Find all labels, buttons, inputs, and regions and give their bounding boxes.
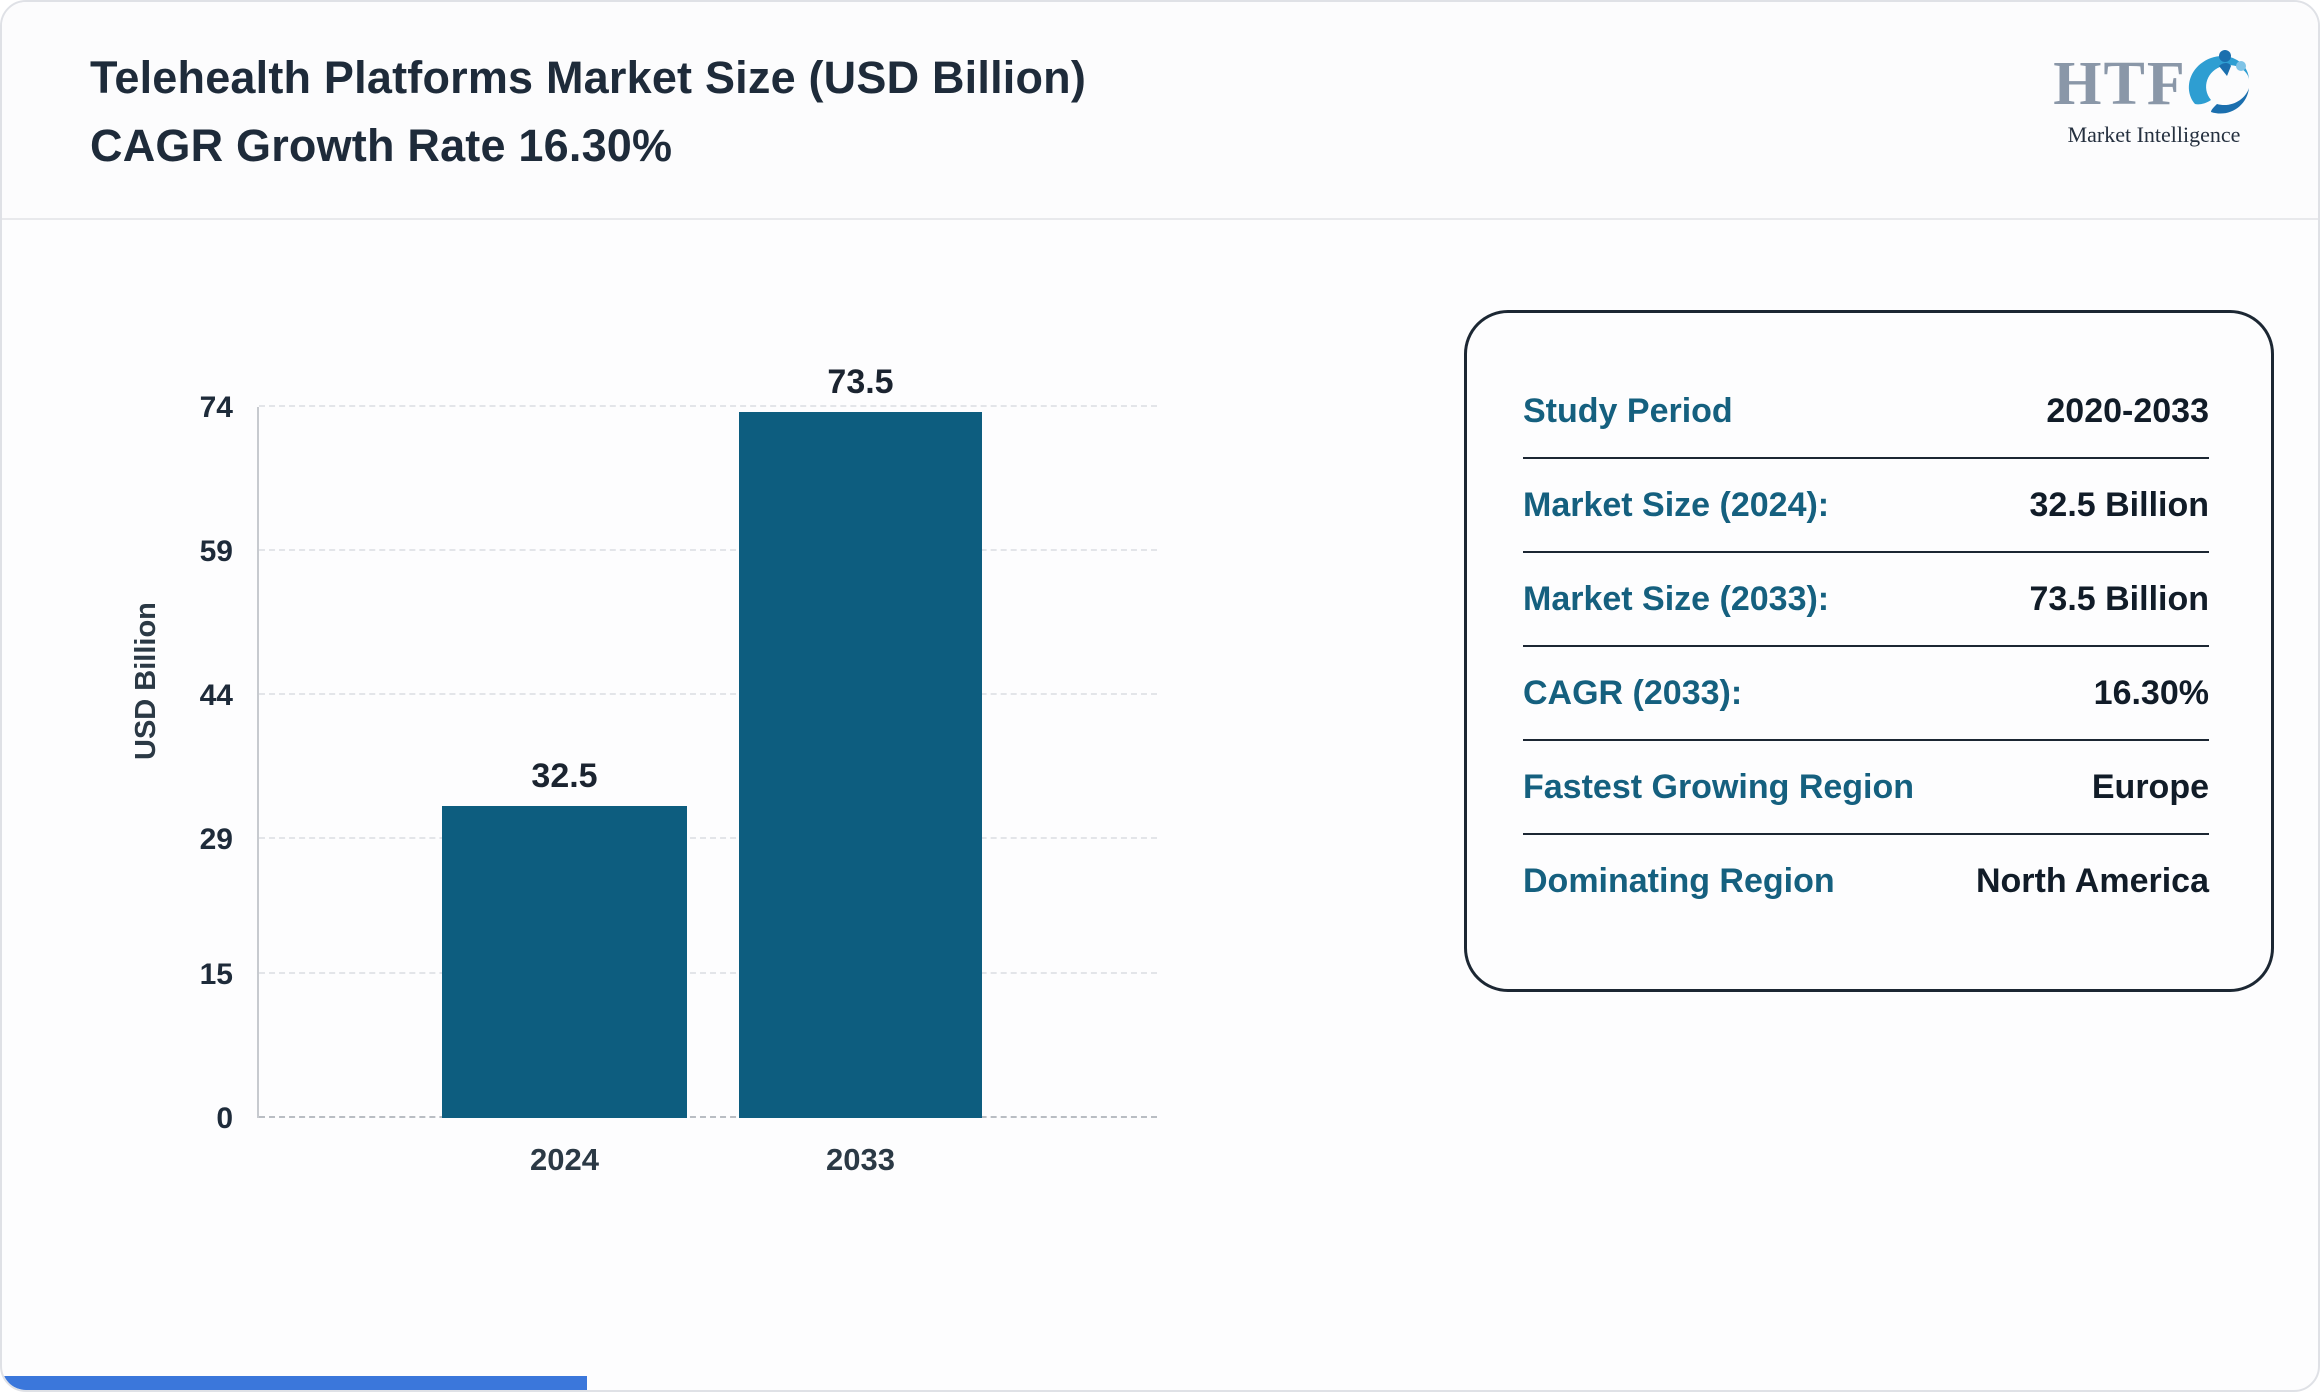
y-tick-label-0: 0 — [216, 1102, 233, 1135]
swoosh-people-icon — [2181, 42, 2255, 127]
brand-logo-text: HTF — [2053, 49, 2187, 118]
summary-row-label: Study Period — [1523, 392, 1733, 430]
y-tick-label-44: 44 — [199, 679, 233, 713]
summary-row-label: CAGR (2033): — [1523, 674, 1743, 712]
bar-value-label-2024: 32.5 — [531, 756, 598, 795]
page-title: Telehealth Platforms Market Size (USD Bi… — [90, 44, 1086, 180]
gridline-y-59 — [259, 549, 1157, 552]
bar-2033 — [739, 411, 982, 1118]
summary-row-4: Fastest Growing Region Europe — [1523, 741, 2209, 835]
y-tick-label-15: 15 — [199, 957, 233, 991]
summary-row-label: Fastest Growing Region — [1523, 768, 1915, 806]
plot-area: 0 15 29 44 59 74 32.5 2024 73.5 2033 — [200, 363, 1157, 1177]
summary-row-3: CAGR (2033): 16.30% — [1523, 647, 2209, 741]
brand-logo-subtext: Market Intelligence — [2067, 122, 2241, 147]
summary-row-label: Dominating Region — [1523, 862, 1835, 900]
gridline-y-15 — [259, 971, 1157, 974]
brand-logo-mark: HTF — [2044, 40, 2264, 128]
summary-row-label: Market Size (2033): — [1523, 580, 1830, 618]
bar-chart: USD Billion 0 15 29 44 59 74 32.5 2024 73.5 2033 — [2, 220, 1252, 1320]
summary-row-0: Study Period 2020-2033 — [1523, 365, 2209, 459]
summary-row-5: Dominating Region North America — [1523, 835, 2209, 927]
summary-row-value: 73.5 Billion — [2029, 580, 2210, 618]
summary-row-value: 16.30% — [2093, 674, 2209, 712]
summary-row-value: 32.5 Billion — [2029, 486, 2210, 524]
gridline-y-0 — [259, 1116, 1157, 1118]
x-tick-label-2033: 2033 — [826, 1142, 895, 1177]
gridline-y-74 — [259, 405, 1157, 407]
brand-logo: HTF Market Intelligence — [2044, 40, 2264, 148]
y-tick-label-59: 59 — [199, 535, 233, 569]
gridline-y-44 — [259, 693, 1157, 696]
footer-accent-bar — [2, 1376, 587, 1390]
page-title-line2: CAGR Growth Rate 16.30% — [90, 120, 673, 171]
x-tick-label-2024: 2024 — [530, 1142, 599, 1177]
y-tick-label-74: 74 — [199, 391, 233, 424]
summary-row-value: North America — [1975, 862, 2209, 900]
summary-row-2: Market Size (2033): 73.5 Billion — [1523, 553, 2209, 647]
y-tick-label-29: 29 — [199, 823, 233, 857]
header: Telehealth Platforms Market Size (USD Bi… — [2, 2, 2318, 220]
summary-row-1: Market Size (2024): 32.5 Billion — [1523, 459, 2209, 553]
bar-value-label-2033: 73.5 — [827, 362, 894, 401]
gridline-y-29 — [259, 837, 1157, 840]
summary-card: Study Period 2020-2033 Market Size (2024):… — [1464, 310, 2274, 992]
summary-row-value: Europe — [2091, 768, 2209, 806]
summary-row-value: 2020-2033 — [2046, 392, 2209, 430]
page-title-line1: Telehealth Platforms Market Size (USD Bi… — [90, 52, 1087, 103]
summary-row-label: Market Size (2024): — [1523, 486, 1830, 524]
bar-2024 — [442, 805, 687, 1118]
